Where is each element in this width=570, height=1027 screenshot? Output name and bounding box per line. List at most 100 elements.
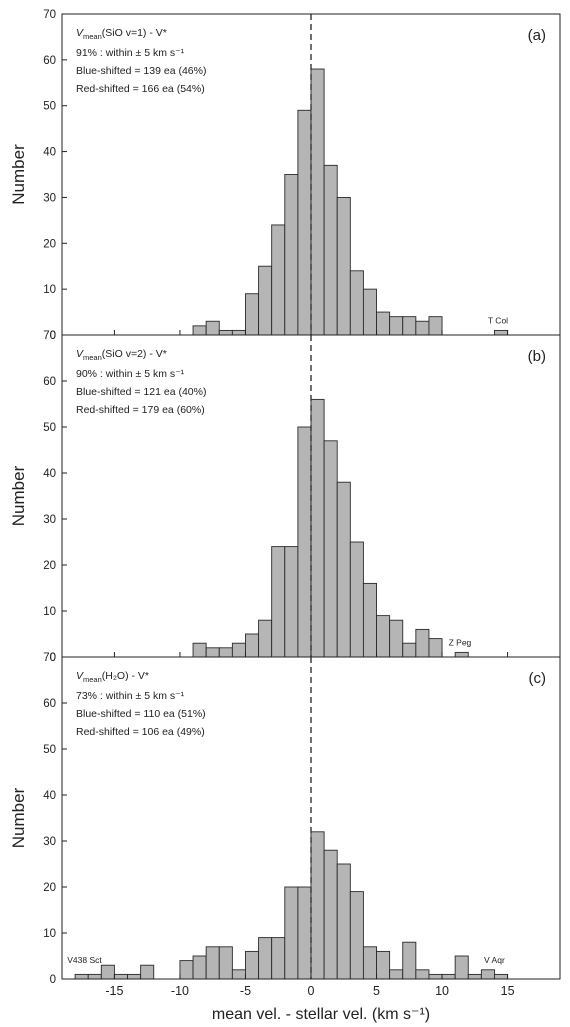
histogram-bar bbox=[349, 270, 364, 336]
star-label: T Col bbox=[488, 316, 508, 326]
y-tick-label: 60 bbox=[43, 376, 56, 388]
histogram-bar bbox=[402, 941, 417, 980]
panel-label: (a) bbox=[528, 27, 546, 44]
y-tick-label: 40 bbox=[43, 147, 56, 159]
histogram-bar bbox=[389, 969, 404, 980]
histogram-bar bbox=[205, 647, 220, 658]
y-tick-label: 10 bbox=[43, 606, 56, 618]
y-tick-label: 20 bbox=[43, 882, 56, 894]
annotation-line: Red-shifted = 106 ea (49%) bbox=[76, 726, 205, 738]
histogram-bar bbox=[376, 950, 391, 980]
x-tick-label: -10 bbox=[171, 984, 189, 998]
histogram-bar bbox=[245, 633, 260, 658]
histogram-bar bbox=[310, 831, 325, 980]
y-tick-label: 40 bbox=[43, 790, 56, 802]
histogram-bar bbox=[336, 196, 351, 336]
histogram-bar bbox=[192, 642, 207, 658]
histogram-bar bbox=[323, 164, 338, 336]
y-tick-label: 50 bbox=[43, 422, 56, 434]
histogram-bar bbox=[271, 546, 286, 658]
histogram-bar bbox=[245, 950, 260, 980]
histogram-bar bbox=[218, 647, 233, 658]
histogram-bar bbox=[205, 320, 220, 336]
histogram-bar bbox=[271, 937, 286, 980]
histogram-bar bbox=[467, 973, 482, 980]
y-axis-label: Number bbox=[9, 144, 28, 205]
histogram-bar bbox=[323, 849, 338, 980]
histogram-bar bbox=[310, 68, 325, 336]
panel-b: 0 10 20 30 40 50 60 70 Number (b) Vmean(SiO v=2) -… bbox=[9, 330, 561, 664]
annotation-line: Red-shifted = 179 ea (60%) bbox=[76, 404, 205, 416]
histogram-bar bbox=[454, 651, 469, 658]
histogram-bar bbox=[74, 973, 89, 980]
histogram-bar bbox=[415, 320, 430, 336]
star-label: Z Peg bbox=[449, 638, 472, 648]
y-tick-label: 60 bbox=[43, 698, 56, 710]
histogram-bar bbox=[297, 109, 312, 336]
histogram-bar bbox=[389, 619, 404, 658]
histogram-bar bbox=[100, 964, 115, 980]
histogram-bar bbox=[284, 886, 299, 980]
y-axis-label: Number bbox=[9, 465, 28, 526]
histogram-bar bbox=[376, 311, 391, 336]
histogram-bar bbox=[362, 582, 377, 658]
histogram-bar bbox=[415, 969, 430, 980]
y-tick-label: 70 bbox=[43, 652, 56, 664]
y-tick-label: 70 bbox=[43, 330, 56, 342]
histogram-bar bbox=[428, 316, 443, 336]
histogram-bar bbox=[284, 174, 299, 336]
annotation-line: Blue-shifted = 110 ea (51%) bbox=[76, 708, 206, 720]
y-tick-label: 50 bbox=[43, 101, 56, 113]
x-tick-label: 10 bbox=[435, 984, 449, 998]
histogram-bar bbox=[231, 329, 246, 336]
y-tick-label: 0 bbox=[50, 652, 56, 664]
star-label: V438 Sct bbox=[67, 955, 102, 965]
histogram-bar bbox=[494, 973, 509, 980]
histogram-bar bbox=[376, 615, 391, 658]
annotation-title: Vmean(SiO v=2) - V* bbox=[76, 348, 167, 362]
histogram-bar bbox=[428, 638, 443, 658]
histogram-bar bbox=[140, 964, 155, 980]
histogram-bar bbox=[179, 960, 194, 980]
histogram-bar bbox=[218, 329, 233, 336]
y-axis-label: Number bbox=[9, 787, 28, 848]
histogram-bar bbox=[349, 891, 364, 980]
x-tick-label: 5 bbox=[373, 984, 380, 998]
y-tick-label: 30 bbox=[43, 836, 56, 848]
y-tick-label: 20 bbox=[43, 238, 56, 250]
annotation-title: Vmean(SiO v=1) - V* bbox=[76, 27, 167, 41]
annotation-title: Vmean(H₂O) - V* bbox=[76, 670, 149, 684]
y-tick-label: 0 bbox=[50, 974, 56, 986]
histogram-bar bbox=[297, 886, 312, 980]
y-tick-label: 40 bbox=[43, 468, 56, 480]
histogram-bar bbox=[258, 265, 273, 336]
annotation-line: Red-shifted = 166 ea (54%) bbox=[76, 83, 205, 95]
annotation-line: 73% : within ± 5 km s⁻¹ bbox=[76, 690, 185, 702]
histogram-bar bbox=[494, 329, 509, 336]
histogram-bar bbox=[271, 224, 286, 336]
y-tick-label: 30 bbox=[43, 514, 56, 526]
histogram-bar bbox=[231, 969, 246, 980]
histogram-bar bbox=[192, 955, 207, 980]
star-label: V Aqr bbox=[484, 955, 505, 965]
histogram-bar bbox=[231, 642, 246, 658]
histogram-bar bbox=[454, 955, 469, 980]
histogram-bar bbox=[113, 973, 128, 980]
histogram-bar bbox=[480, 969, 495, 980]
panel-a: 0 10 20 30 40 50 60 70 Number (a) Vmean(SiO v=1) -… bbox=[9, 9, 561, 342]
histogram-bar bbox=[349, 541, 364, 658]
y-tick-label: 20 bbox=[43, 560, 56, 572]
histogram-bar bbox=[362, 946, 377, 980]
x-tick-label: -5 bbox=[240, 984, 251, 998]
annotation-line: Blue-shifted = 121 ea (40%) bbox=[76, 386, 206, 398]
histogram-bar bbox=[297, 426, 312, 658]
y-tick-label: 60 bbox=[43, 55, 56, 67]
x-tick-label: 15 bbox=[501, 984, 515, 998]
annotation-line: 90% : within ± 5 km s⁻¹ bbox=[76, 368, 185, 380]
histogram-bar bbox=[310, 398, 325, 658]
histogram-bar bbox=[441, 973, 456, 980]
histogram-bar bbox=[336, 863, 351, 980]
y-tick-label: 10 bbox=[43, 284, 56, 296]
